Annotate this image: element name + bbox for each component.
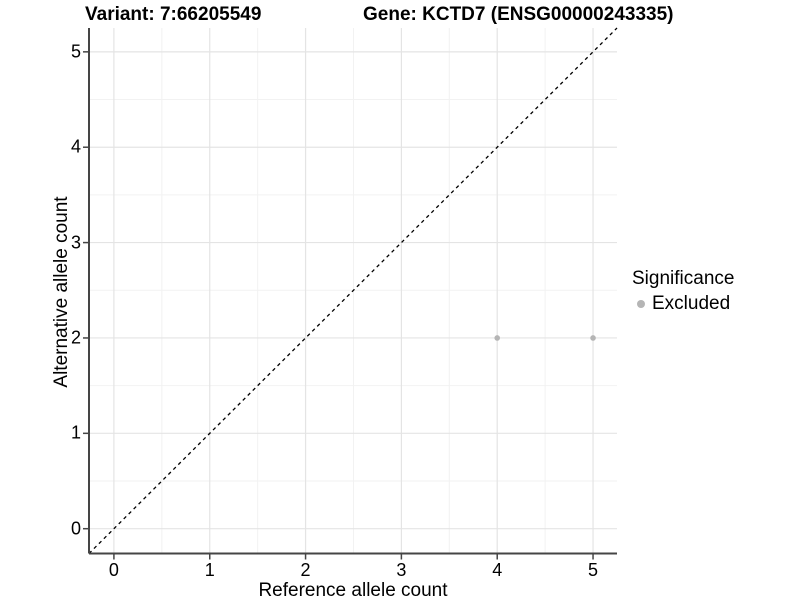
y-tick-label: 4 [70,136,81,157]
y-tick-label: 3 [70,232,81,253]
y-axis-title: Alternative allele count [51,196,72,388]
x-tick-label: 3 [396,560,407,580]
legend-title: Significance [632,268,735,289]
x-tick-label: 5 [588,560,599,580]
gene-title: Gene: KCTD7 (ENSG00000243335) [363,4,674,25]
excluded-point-icon [637,300,645,308]
legend-entry-excluded: Excluded [632,293,734,315]
x-tick-label: 2 [300,560,311,580]
data-point [494,335,501,341]
x-axis-title: Reference allele count [258,580,448,600]
y-tick-label: 5 [70,41,81,62]
x-tick-label: 1 [204,560,215,580]
y-tick-label: 1 [70,422,81,443]
x-tick-label: 0 [108,560,119,580]
x-tick-label: 4 [492,560,503,580]
y-tick-label: 2 [70,327,81,348]
identity-dashed-line [88,27,618,554]
y-tick-label: 0 [70,518,81,539]
data-point [590,335,596,341]
legend: Significance Excluded [632,268,734,315]
variant-title: Variant: 7:66205549 [85,4,262,25]
legend-entry-label: Excluded [652,293,731,314]
